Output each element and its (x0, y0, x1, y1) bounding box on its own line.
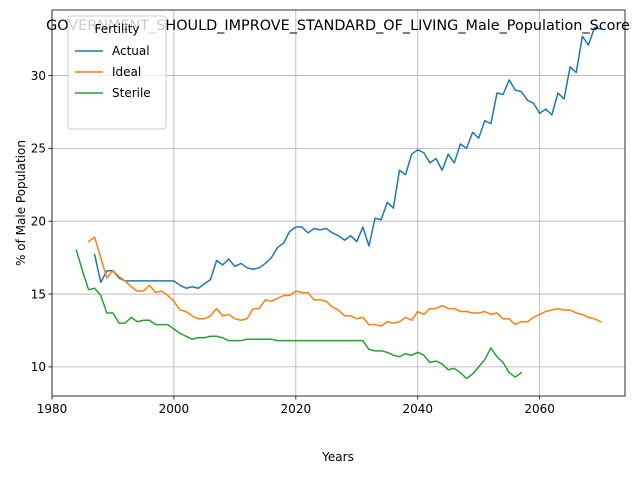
y-axis-title: % of Male Population (14, 140, 28, 266)
grid-lines (51, 10, 625, 396)
y-tick-label: 25 (31, 142, 46, 156)
x-tick-label: 2040 (402, 402, 433, 416)
plot-area-frame (51, 9, 626, 397)
legend-label-sterile: Sterile (112, 86, 151, 100)
x-tick-label: 2060 (524, 402, 555, 416)
x-tick-label: 2020 (281, 402, 312, 416)
y-tick-label: 15 (31, 287, 46, 301)
y-tick-label: 10 (31, 360, 46, 374)
series-lines (75, 26, 602, 380)
y-tick-label: 30 (31, 69, 46, 83)
legend: Fertility Actual Ideal Sterile (67, 15, 167, 130)
x-axis-title: Years (321, 450, 354, 464)
legend-entries: Actual Ideal Sterile (75, 44, 151, 100)
x-tick-label: 2000 (159, 402, 190, 416)
x-tick-label: 1980 (37, 402, 68, 416)
series-line-sterile (75, 249, 523, 380)
axis-ticks: 1980 2000 2020 2040 2060 10 15 20 25 30 (31, 69, 555, 416)
series-line-ideal (87, 236, 602, 327)
chart-title: GOVERNMENT_SHOULD_IMPROVE_STANDARD_OF_LI… (46, 18, 630, 34)
legend-title: Fertility (94, 22, 139, 36)
series-line-actual (93, 26, 602, 289)
legend-label-actual: Actual (112, 44, 150, 58)
legend-label-ideal: Ideal (112, 65, 141, 79)
legend-box (67, 15, 167, 130)
y-tick-label: 20 (31, 215, 46, 229)
